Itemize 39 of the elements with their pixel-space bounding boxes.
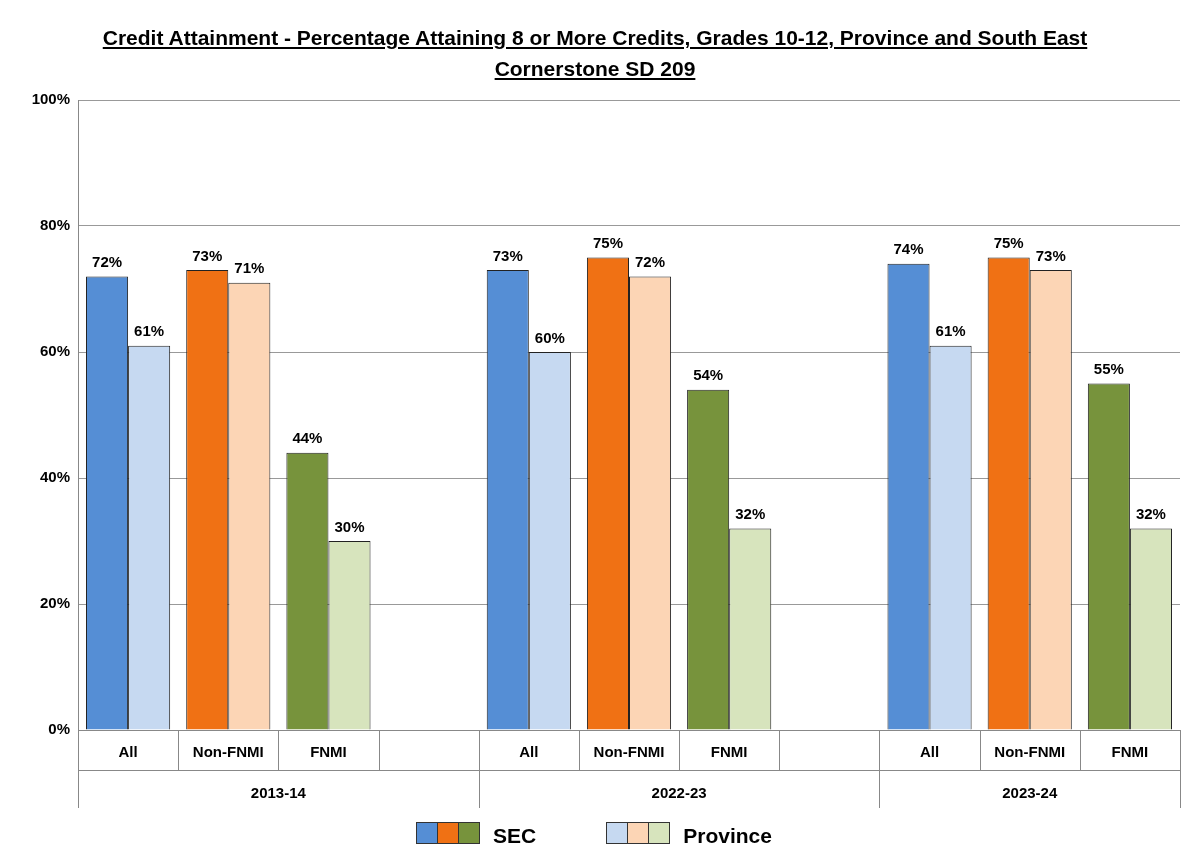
data-label: 61% (935, 322, 966, 340)
data-label: 32% (1135, 505, 1166, 523)
y-tick-label: 40% (39, 468, 70, 486)
y-tick-label: 100% (31, 90, 70, 108)
data-label: 73% (192, 246, 223, 264)
legend-label: SEC (493, 823, 537, 848)
data-label: 73% (492, 246, 523, 264)
x-tick-label: All (118, 743, 138, 761)
x-tick-label: All (519, 743, 539, 761)
data-label: 30% (334, 517, 365, 535)
data-label: 72% (92, 253, 123, 271)
data-label: 61% (134, 322, 165, 340)
data-label: 60% (534, 328, 565, 346)
x-tick-label: FNMI (1111, 743, 1149, 761)
data-label: 71% (234, 259, 265, 277)
x-tick-label: FNMI (310, 743, 347, 761)
data-label: 55% (1093, 360, 1124, 378)
data-label: 75% (592, 234, 623, 252)
x-tick-label: Non-FNMI (994, 743, 1066, 761)
data-label: 72% (635, 253, 666, 271)
y-tick-label: 0% (48, 720, 70, 738)
text: 2023-24 (1002, 784, 1058, 802)
x-tick-label: FNMI (710, 743, 748, 761)
data-label: 54% (693, 366, 724, 384)
y-tick-label: 60% (39, 342, 70, 360)
data-label: 73% (1035, 246, 1066, 264)
legend-label: Province (683, 823, 772, 848)
x-tick-label: Non-FNMI (593, 743, 665, 761)
x-tick-label: Non-FNMI (192, 743, 264, 761)
data-label: 32% (735, 505, 766, 523)
text: 2022-23 (651, 784, 707, 802)
data-label: 74% (893, 240, 924, 258)
y-tick-label: 20% (39, 594, 70, 612)
x-tick-label: All (919, 743, 940, 761)
text: 2013-14 (250, 784, 307, 802)
y-tick-label: 80% (39, 216, 70, 234)
data-label: 75% (993, 234, 1024, 252)
data-label: 44% (292, 429, 323, 447)
chart-title: Credit Attainment - Percentage Attaining 8 or More Credits, Grades 10-12, Province and South East Cornerstone SD 209 (101, 25, 1089, 82)
